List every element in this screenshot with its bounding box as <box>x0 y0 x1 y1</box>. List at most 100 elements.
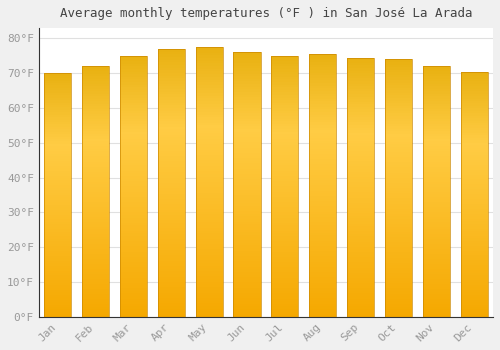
Bar <box>385 88 412 90</box>
Bar <box>82 149 109 152</box>
Bar <box>158 252 185 255</box>
Bar <box>309 196 336 198</box>
Bar <box>309 149 336 151</box>
Bar <box>347 273 374 275</box>
Bar <box>271 312 298 314</box>
Bar <box>347 190 374 193</box>
Bar <box>44 151 72 154</box>
Bar <box>309 65 336 67</box>
Bar <box>271 225 298 228</box>
Bar <box>271 215 298 218</box>
Bar <box>385 175 412 178</box>
Bar <box>82 314 109 317</box>
Bar <box>460 290 488 292</box>
Bar <box>347 81 374 84</box>
Bar <box>158 124 185 127</box>
Bar <box>158 202 185 204</box>
Bar <box>82 297 109 299</box>
Bar <box>385 299 412 301</box>
Bar <box>196 306 223 309</box>
Bar <box>82 199 109 202</box>
Bar <box>82 302 109 304</box>
Bar <box>422 96 450 99</box>
Bar <box>120 259 147 262</box>
Bar <box>347 280 374 283</box>
Bar <box>158 191 185 194</box>
Bar <box>271 100 298 103</box>
Bar <box>158 282 185 285</box>
Bar <box>309 259 336 262</box>
Bar <box>271 220 298 223</box>
Bar <box>44 76 72 78</box>
Bar <box>347 257 374 260</box>
Bar <box>82 309 109 312</box>
Bar <box>158 303 185 306</box>
Bar <box>120 194 147 197</box>
Bar <box>234 95 260 97</box>
Bar <box>271 270 298 272</box>
Bar <box>460 304 488 307</box>
Bar <box>120 265 147 267</box>
Bar <box>309 164 336 167</box>
Bar <box>460 89 488 91</box>
Bar <box>234 288 260 290</box>
Bar <box>158 132 185 135</box>
Bar <box>44 176 72 178</box>
Bar <box>385 129 412 132</box>
Bar <box>460 309 488 312</box>
Bar <box>271 306 298 309</box>
Bar <box>347 167 374 169</box>
Bar <box>460 71 488 317</box>
Bar <box>309 162 336 164</box>
Bar <box>271 239 298 241</box>
Bar <box>158 164 185 167</box>
Bar <box>158 169 185 172</box>
Bar <box>309 172 336 175</box>
Bar <box>422 199 450 202</box>
Bar <box>234 153 260 155</box>
Bar <box>120 272 147 275</box>
Bar <box>120 293 147 296</box>
Bar <box>120 199 147 202</box>
Bar <box>460 258 488 260</box>
Bar <box>347 146 374 148</box>
Bar <box>234 172 260 174</box>
Bar <box>158 92 185 94</box>
Bar <box>44 197 72 200</box>
Bar <box>120 314 147 317</box>
Bar <box>385 201 412 204</box>
Bar <box>385 204 412 206</box>
Bar <box>309 57 336 60</box>
Bar <box>460 162 488 165</box>
Bar <box>234 219 260 222</box>
Bar <box>460 231 488 233</box>
Bar <box>422 76 450 79</box>
Bar <box>422 102 450 104</box>
Bar <box>158 274 185 276</box>
Bar <box>460 300 488 302</box>
Bar <box>120 66 147 69</box>
Bar <box>196 117 223 120</box>
Bar <box>196 255 223 258</box>
Bar <box>158 54 185 57</box>
Bar <box>158 161 185 164</box>
Bar <box>309 267 336 270</box>
Bar <box>385 165 412 168</box>
Bar <box>44 149 72 151</box>
Bar <box>196 301 223 303</box>
Bar <box>422 194 450 197</box>
Bar <box>347 143 374 146</box>
Bar <box>347 148 374 151</box>
Bar <box>347 260 374 262</box>
Bar <box>158 100 185 103</box>
Bar <box>347 73 374 76</box>
Bar <box>44 124 72 127</box>
Bar <box>234 293 260 296</box>
Bar <box>120 171 147 173</box>
Bar <box>385 263 412 265</box>
Bar <box>460 202 488 204</box>
Bar <box>309 198 336 201</box>
Bar <box>271 218 298 220</box>
Bar <box>460 236 488 238</box>
Bar <box>44 183 72 185</box>
